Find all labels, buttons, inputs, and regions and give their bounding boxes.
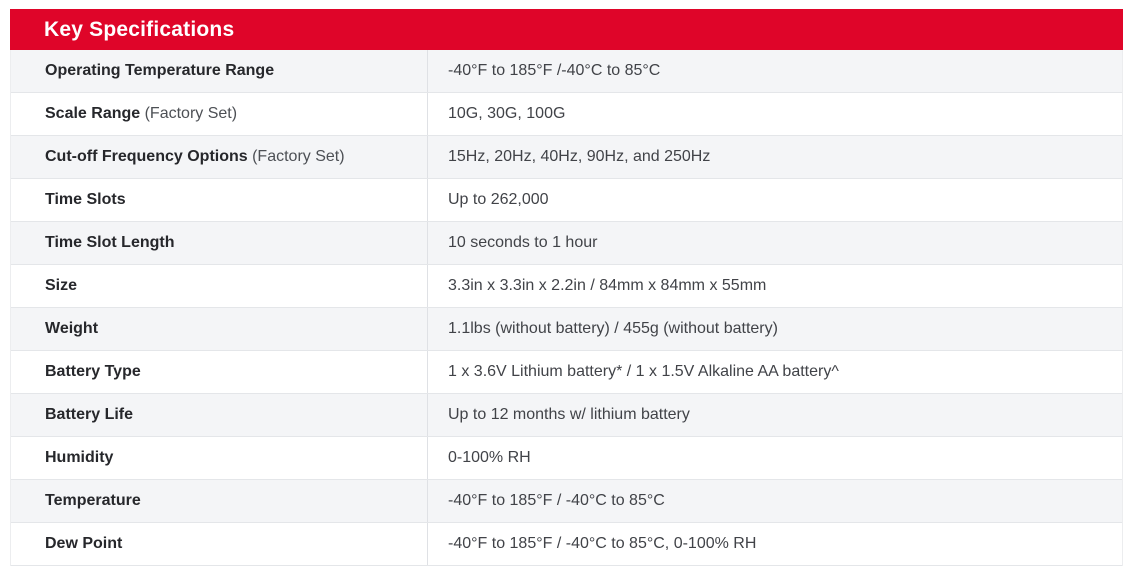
table-row: Time Slot Length 10 seconds to 1 hour <box>11 222 1122 265</box>
spec-value-cell: 3.3in x 3.3in x 2.2in / 84mm x 84mm x 55… <box>428 265 1122 307</box>
spec-label-cell: Size <box>11 265 428 307</box>
spec-value: -40°F to 185°F /-40°C to 85°C <box>448 62 661 79</box>
spec-label: Cut-off Frequency Options <box>45 148 248 165</box>
spec-label: Size <box>45 277 78 294</box>
spec-label-cell: Operating Temperature Range <box>11 50 428 92</box>
spec-label-cell: Temperature <box>11 480 428 522</box>
spec-value-cell: Up to 12 months w/ lithium battery <box>428 394 1122 436</box>
spec-label-cell: Time Slot Length <box>11 222 428 264</box>
table-row: Battery Type 1 x 3.6V Lithium battery* /… <box>11 351 1122 394</box>
table-row: Weight 1.1lbs (without battery) / 455g (… <box>11 308 1122 351</box>
table-row: Dew Point -40°F to 185°F / -40°C to 85°C… <box>11 523 1122 566</box>
table-row: Cut-off Frequency Options (Factory Set) … <box>11 136 1122 179</box>
table-row: Battery Life Up to 12 months w/ lithium … <box>11 394 1122 437</box>
spec-value: 15Hz, 20Hz, 40Hz, 90Hz, and 250Hz <box>448 148 711 165</box>
table-row: Size 3.3in x 3.3in x 2.2in / 84mm x 84mm… <box>11 265 1122 308</box>
spec-label-cell: Weight <box>11 308 428 350</box>
spec-label: Time Slots <box>45 191 126 208</box>
spec-label: Battery Type <box>45 363 141 380</box>
spec-value-cell: -40°F to 185°F / -40°C to 85°C, 0-100% R… <box>428 523 1122 565</box>
table-header: Key Specifications <box>10 9 1123 50</box>
spec-value: -40°F to 185°F / -40°C to 85°C <box>448 492 665 509</box>
spec-label: Temperature <box>45 492 141 509</box>
spec-value: Up to 262,000 <box>448 191 549 208</box>
spec-value-cell: 1 x 3.6V Lithium battery* / 1 x 1.5V Alk… <box>428 351 1122 393</box>
spec-value-cell: Up to 262,000 <box>428 179 1122 221</box>
spec-value: 1.1lbs (without battery) / 455g (without… <box>448 320 778 337</box>
spec-label: Weight <box>45 320 99 337</box>
table-body: Operating Temperature Range -40°F to 185… <box>10 50 1123 566</box>
spec-value-cell: 15Hz, 20Hz, 40Hz, 90Hz, and 250Hz <box>428 136 1122 178</box>
table-row: Temperature -40°F to 185°F / -40°C to 85… <box>11 480 1122 523</box>
spec-value-cell: 10 seconds to 1 hour <box>428 222 1122 264</box>
spec-label: Time Slot Length <box>45 234 175 251</box>
spec-label-cell: Dew Point <box>11 523 428 565</box>
spec-value: 1 x 3.6V Lithium battery* / 1 x 1.5V Alk… <box>448 363 839 380</box>
key-specifications-table: Key Specifications Operating Temperature… <box>10 9 1123 566</box>
spec-label: Scale Range <box>45 105 141 122</box>
spec-label-cell: Scale Range (Factory Set) <box>11 93 428 135</box>
table-row: Humidity 0-100% RH <box>11 437 1122 480</box>
spec-label-note: (Factory Set) <box>247 148 345 165</box>
spec-value: 0-100% RH <box>448 449 531 466</box>
table-row: Scale Range (Factory Set) 10G, 30G, 100G <box>11 93 1122 136</box>
table-row: Operating Temperature Range -40°F to 185… <box>11 50 1122 93</box>
spec-value-cell: 10G, 30G, 100G <box>428 93 1122 135</box>
spec-label-cell: Battery Type <box>11 351 428 393</box>
table-row: Time Slots Up to 262,000 <box>11 179 1122 222</box>
spec-value-cell: -40°F to 185°F /-40°C to 85°C <box>428 50 1122 92</box>
spec-value-cell: -40°F to 185°F / -40°C to 85°C <box>428 480 1122 522</box>
spec-value: Up to 12 months w/ lithium battery <box>448 406 690 423</box>
spec-value: 10G, 30G, 100G <box>448 105 566 122</box>
spec-label: Battery Life <box>45 406 134 423</box>
spec-value: 10 seconds to 1 hour <box>448 234 598 251</box>
spec-label-cell: Battery Life <box>11 394 428 436</box>
spec-label-cell: Humidity <box>11 437 428 479</box>
spec-label: Dew Point <box>45 535 123 552</box>
spec-label: Humidity <box>45 449 114 466</box>
spec-label-note: (Factory Set) <box>140 105 238 122</box>
spec-label-cell: Cut-off Frequency Options (Factory Set) <box>11 136 428 178</box>
spec-value-cell: 1.1lbs (without battery) / 455g (without… <box>428 308 1122 350</box>
table-title: Key Specifications <box>44 17 235 41</box>
spec-value: 3.3in x 3.3in x 2.2in / 84mm x 84mm x 55… <box>448 277 767 294</box>
spec-label-cell: Time Slots <box>11 179 428 221</box>
spec-value: -40°F to 185°F / -40°C to 85°C, 0-100% R… <box>448 535 757 552</box>
spec-label: Operating Temperature Range <box>45 62 275 79</box>
spec-value-cell: 0-100% RH <box>428 437 1122 479</box>
